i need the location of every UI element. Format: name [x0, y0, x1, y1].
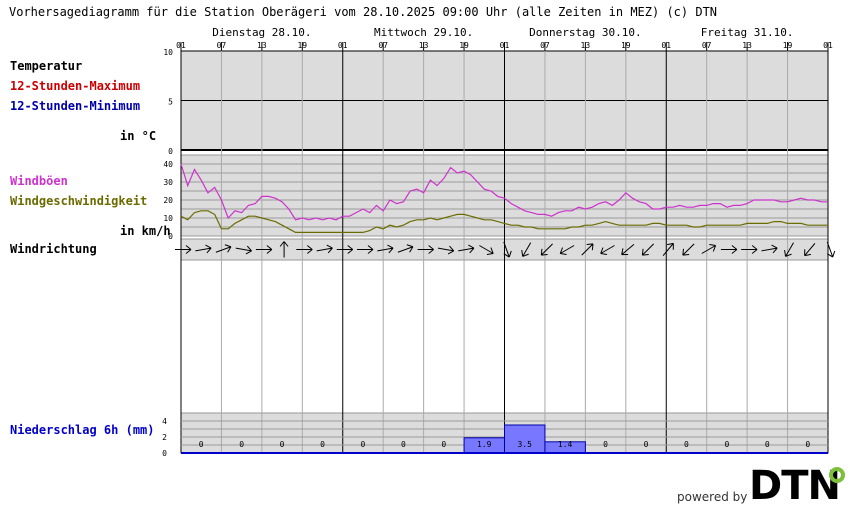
- chart-title: Vorhersagediagramm für die Station Oberä…: [9, 5, 718, 19]
- wind-direction-arrow-icon: [581, 243, 594, 256]
- wind-direction-arrow-icon: [540, 243, 553, 256]
- precip-value-label: 1.4: [558, 440, 573, 449]
- precip-value-label: 0: [361, 440, 366, 449]
- wind-direction-arrow-icon: [316, 244, 333, 254]
- label-min: 12-Stunden-Minimum: [10, 99, 141, 113]
- wind-direction-arrow-icon: [296, 245, 313, 254]
- label-windgeschwindigkeit: Windgeschwindigkeit: [10, 194, 148, 208]
- wind-direction-arrow-icon: [682, 243, 695, 256]
- wind-direction-arrow-icon: [741, 245, 758, 254]
- precip-value-label: 0: [239, 440, 244, 449]
- temp-tick-label: 0: [168, 147, 173, 156]
- powered-by-text: powered by: [677, 490, 748, 504]
- precip-value-label: 0: [441, 440, 446, 449]
- wind-direction-arrow-icon: [336, 245, 354, 254]
- day-label: Dienstag 28.10.: [212, 26, 311, 39]
- wind-direction-arrow-icon: [701, 244, 717, 254]
- wind-direction-arrow-icon: [437, 245, 455, 255]
- wind-tick-label: 10: [163, 214, 173, 223]
- label-niederschlag: Niederschlag 6h (mm): [10, 423, 155, 437]
- wind-series-line: [180, 163, 828, 221]
- dtn-brand: DTN: [749, 463, 841, 509]
- precip-value-label: 0: [805, 440, 810, 449]
- wind-direction-arrow-icon: [784, 242, 794, 257]
- precip-value-label: 0: [765, 440, 770, 449]
- precip-value-label: 0: [644, 440, 649, 449]
- label-wind-unit: in km/h: [120, 224, 171, 238]
- wind-direction-arrow-icon: [559, 245, 575, 255]
- label-windboen: Windböen: [10, 174, 68, 188]
- dtn-dot-icon: [829, 467, 845, 483]
- wind-direction-arrow-icon: [215, 244, 232, 253]
- day-label: Donnerstag 30.10.: [529, 26, 642, 39]
- precip-value-label: 0: [320, 440, 325, 449]
- wind-direction-arrow-icon: [377, 244, 394, 254]
- precip-bar: [504, 424, 546, 454]
- wind-direction-arrow-icon: [662, 242, 674, 256]
- precip-value-label: 3.5: [517, 440, 532, 449]
- wind-tick-label: 20: [163, 196, 173, 205]
- label-windrichtung: Windrichtung: [10, 242, 97, 256]
- wind-direction-arrow-icon: [621, 243, 635, 256]
- wind-direction-arrow-icon: [826, 241, 836, 258]
- wind-direction-arrow-icon: [600, 245, 615, 255]
- precip-value-label: 0: [724, 440, 729, 449]
- day-label: Freitag 31.10.: [701, 26, 794, 39]
- temp-tick-label: 10: [163, 48, 173, 57]
- label-max: 12-Stunden-Maximum: [10, 79, 141, 93]
- wind-direction-arrow-icon: [521, 242, 532, 257]
- precip-value-label: 0: [401, 440, 406, 449]
- wind-direction-arrow-icon: [503, 241, 512, 258]
- wind-direction-arrow-icon: [195, 244, 212, 254]
- label-temperatur: Temperatur: [10, 59, 83, 73]
- precip-value-label: 0: [684, 440, 689, 449]
- precip-value-label: 0: [603, 440, 608, 449]
- precip-value-label: 0: [199, 440, 204, 449]
- wind-direction-arrow-icon: [175, 245, 192, 254]
- precip-tick-label: 2: [162, 433, 167, 442]
- wind-tick-label: 30: [163, 178, 173, 187]
- wind-direction-arrow-icon: [235, 245, 252, 255]
- temp-tick-label: 5: [168, 98, 173, 107]
- wind-direction-arrow-icon: [720, 245, 738, 254]
- wind-direction-arrow-icon: [458, 244, 475, 254]
- wind-direction-arrow-icon: [761, 244, 778, 254]
- wind-tick-label: 0: [168, 232, 173, 241]
- label-temp-unit: in °C: [120, 129, 157, 143]
- wind-direction-arrow-icon: [279, 241, 289, 258]
- wind-direction-arrow-icon: [641, 243, 655, 256]
- wind-direction-arrow-icon: [356, 245, 374, 254]
- precip-value-label: 0: [280, 440, 285, 449]
- precip-value-label: 1.9: [477, 440, 492, 449]
- wind-direction-arrow-icon: [417, 245, 434, 254]
- wind-tick-label: 40: [163, 160, 173, 169]
- wind-direction-arrow-icon: [479, 245, 494, 255]
- wind-direction-arrow-icon: [397, 244, 414, 253]
- precip-tick-label: 4: [162, 417, 167, 426]
- wind-direction-arrow-icon: [804, 243, 816, 257]
- wind-direction-arrow-icon: [255, 245, 273, 254]
- precip-tick-label: 0: [162, 449, 167, 458]
- wind-series-line: [180, 210, 828, 233]
- day-label: Mittwoch 29.10.: [374, 26, 473, 39]
